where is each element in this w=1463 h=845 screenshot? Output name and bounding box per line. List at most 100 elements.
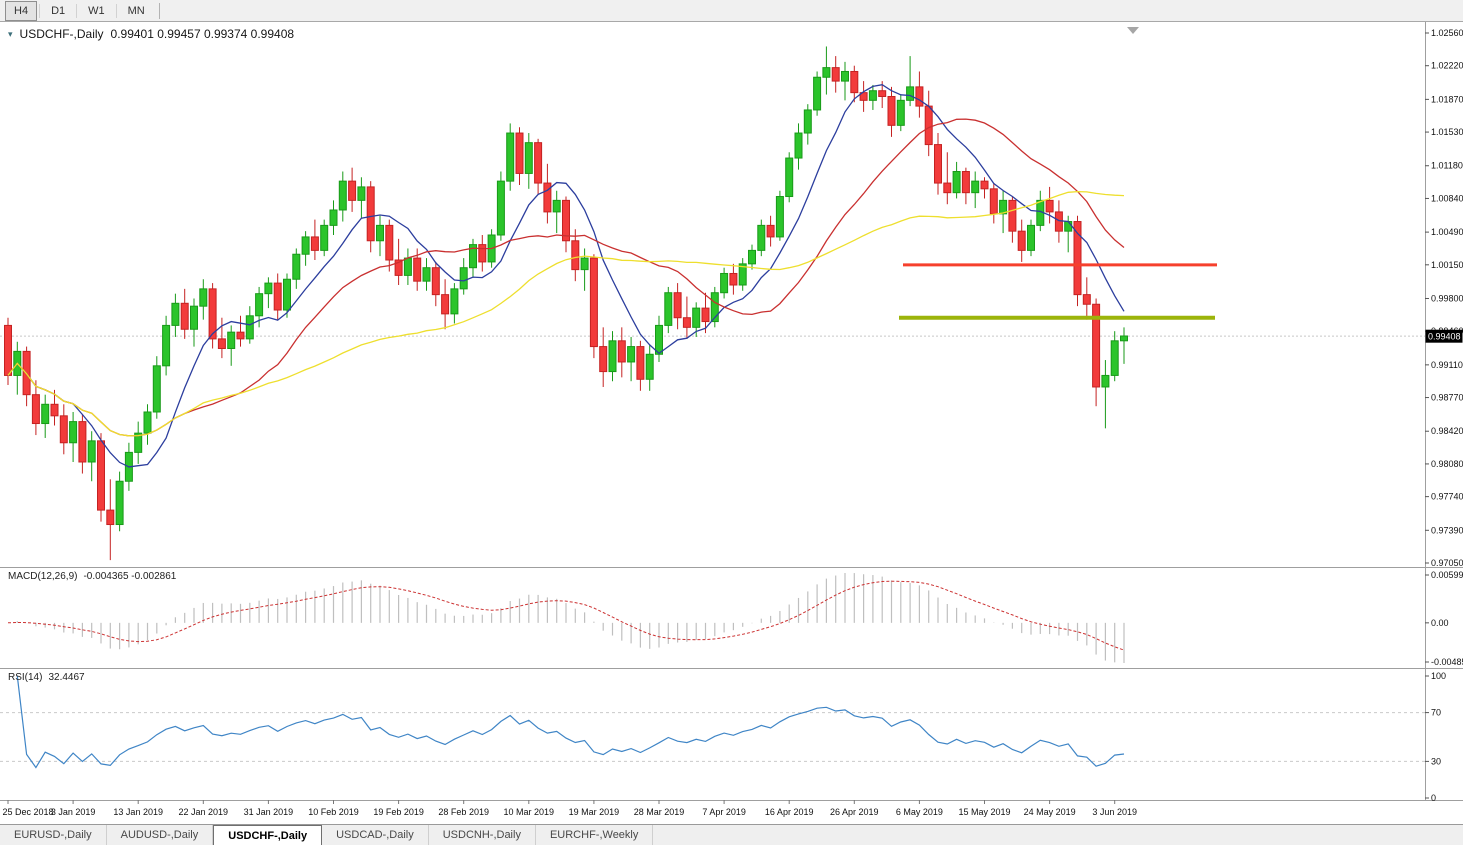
bull-candle bbox=[655, 324, 663, 355]
bull-candle bbox=[952, 171, 961, 194]
bull-candle bbox=[692, 307, 701, 328]
bear-candle bbox=[701, 307, 710, 323]
chart-title: ▾ USDCHF-,Daily 0.99401 0.99457 0.99374 … bbox=[8, 27, 294, 41]
bull-candle bbox=[264, 282, 273, 295]
bear-candle bbox=[208, 288, 217, 340]
bull-candle bbox=[785, 157, 794, 198]
bear-candle bbox=[180, 302, 189, 330]
rsi-axis-label: 0 bbox=[1431, 793, 1436, 803]
bull-candle bbox=[469, 244, 477, 269]
bull-candle bbox=[627, 346, 636, 363]
date-axis-label: 28 Feb 2019 bbox=[438, 807, 489, 817]
macd-axis-label: -0.0048580 bbox=[1431, 657, 1463, 667]
chart-shift-marker[interactable] bbox=[1127, 27, 1139, 34]
bear-candle bbox=[617, 340, 626, 363]
tab-usdchf-daily[interactable]: USDCHF-,Daily bbox=[213, 825, 323, 845]
bear-candle bbox=[413, 257, 422, 282]
bull-candle bbox=[738, 263, 747, 286]
bull-candle bbox=[171, 302, 180, 326]
bull-candle bbox=[1027, 224, 1035, 251]
tab-eurusd-daily[interactable]: EURUSD-,Daily bbox=[0, 825, 107, 845]
bear-candle bbox=[943, 182, 952, 194]
bear-candle bbox=[831, 67, 840, 82]
bull-candle bbox=[338, 180, 347, 211]
bear-candle bbox=[31, 394, 40, 425]
symbol-dropdown-icon[interactable]: ▾ bbox=[8, 28, 13, 39]
date-axis-label: 28 Mar 2019 bbox=[634, 807, 685, 817]
bull-candle bbox=[608, 340, 617, 373]
chart-symbol-label: USDCHF-,Daily bbox=[19, 27, 104, 41]
macd-title: MACD(12,26,9) bbox=[8, 571, 78, 582]
tab-eurchf-weekly[interactable]: EURCHF-,Weekly bbox=[536, 825, 654, 845]
date-axis-label: 3 Jun 2019 bbox=[1092, 807, 1137, 817]
bear-candle bbox=[310, 236, 319, 251]
bear-candle bbox=[1092, 303, 1101, 388]
bear-candle bbox=[636, 346, 645, 380]
bear-candle bbox=[515, 132, 524, 174]
toolbar-separator bbox=[39, 3, 41, 18]
bull-candle bbox=[255, 293, 264, 317]
bull-candle bbox=[775, 196, 784, 238]
bear-candle bbox=[534, 142, 543, 184]
bull-candle bbox=[422, 267, 431, 282]
bull-candle bbox=[450, 288, 459, 315]
bull-candle bbox=[190, 305, 198, 330]
timeframe-button-w1[interactable]: W1 bbox=[88, 4, 105, 17]
bull-candle bbox=[134, 432, 143, 453]
date-axis-label: 3 Jan 2019 bbox=[51, 807, 96, 817]
tab-usdcnh-daily[interactable]: USDCNH-,Daily bbox=[429, 825, 536, 845]
bull-candle bbox=[971, 180, 980, 194]
bear-candle bbox=[1054, 211, 1063, 232]
bull-candle bbox=[283, 278, 291, 311]
bull-candle bbox=[524, 142, 533, 174]
bull-candle bbox=[329, 209, 338, 226]
timeframe-toolbar: H4 D1 W1 MN bbox=[0, 0, 1463, 22]
bear-candle bbox=[887, 95, 896, 126]
bear-candle bbox=[4, 324, 12, 376]
rsi-axis-label: 30 bbox=[1431, 756, 1441, 766]
timeframe-button-d1[interactable]: D1 bbox=[51, 4, 66, 17]
bull-candle bbox=[459, 267, 468, 290]
rsi-axis-label: 100 bbox=[1431, 671, 1446, 681]
bear-candle bbox=[1082, 294, 1091, 305]
date-axis-label: 13 Jan 2019 bbox=[113, 807, 163, 817]
timeframe-button-mn[interactable]: MN bbox=[127, 4, 145, 17]
price-axis-label: 1.00490 bbox=[1431, 227, 1463, 237]
tab-audusd-daily[interactable]: AUDUSD-,Daily bbox=[107, 825, 214, 845]
macd-signal-line bbox=[7, 580, 1125, 651]
tab-usdcad-daily[interactable]: USDCAD-,Daily bbox=[322, 825, 429, 845]
bear-candle bbox=[766, 224, 775, 238]
bull-candle bbox=[813, 76, 822, 111]
bull-candle bbox=[143, 411, 152, 434]
bear-candle bbox=[236, 331, 245, 340]
bull-candle bbox=[1101, 374, 1110, 388]
current-price-text: 0.99408 bbox=[1428, 332, 1461, 342]
rsi-title: RSI(14) bbox=[8, 672, 43, 683]
bear-candle bbox=[543, 182, 552, 213]
bull-candle bbox=[906, 86, 915, 101]
bear-candle bbox=[562, 199, 570, 242]
bear-candle bbox=[682, 317, 691, 328]
bull-candle bbox=[357, 186, 366, 201]
bull-candle bbox=[506, 132, 515, 182]
rsi-line bbox=[16, 675, 1125, 769]
bull-candle bbox=[41, 403, 50, 425]
price-axis-label: 0.98080 bbox=[1431, 459, 1463, 469]
bear-candle bbox=[366, 186, 375, 242]
bull-candle bbox=[580, 257, 589, 271]
bear-candle bbox=[878, 90, 887, 97]
rsi-axis-label: 70 bbox=[1431, 708, 1441, 718]
bear-candle bbox=[59, 415, 68, 444]
bear-candle bbox=[859, 92, 868, 101]
bear-candle bbox=[980, 180, 989, 190]
bull-candle bbox=[496, 180, 505, 236]
bull-candle bbox=[1120, 335, 1128, 342]
bear-candle bbox=[729, 272, 738, 286]
toolbar-separator bbox=[115, 3, 117, 18]
chart-ohlc-values: 0.99401 0.99457 0.99374 0.99408 bbox=[110, 27, 295, 41]
timeframe-button-h4[interactable]: H4 bbox=[5, 0, 38, 21]
bull-candle bbox=[664, 292, 673, 326]
bull-candle bbox=[292, 253, 301, 280]
